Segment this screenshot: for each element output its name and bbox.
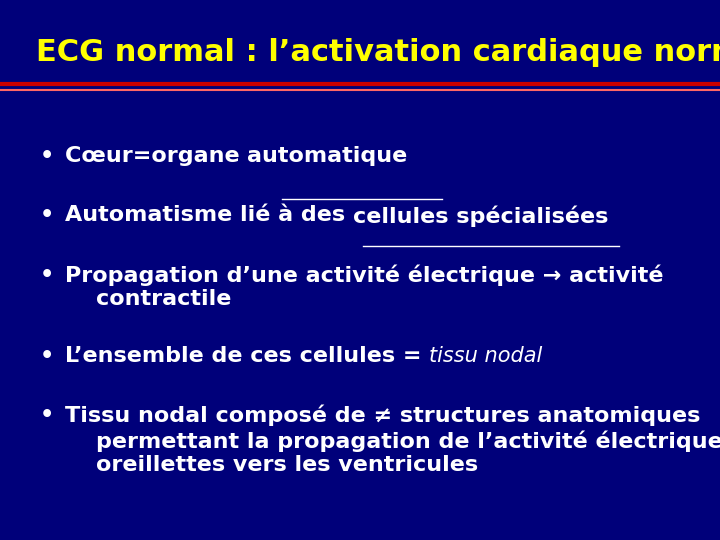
Text: Automatisme lié à des: Automatisme lié à des [65,205,353,225]
Text: Tissu nodal composé de ≠ structures anatomiques
    permettant la propagation de: Tissu nodal composé de ≠ structures anat… [65,405,720,475]
Text: •: • [40,265,54,285]
Text: •: • [40,346,54,366]
Text: Cœur=organe: Cœur=organe [65,146,247,166]
Text: •: • [40,205,54,225]
Text: •: • [40,146,54,166]
Text: Propagation d’une activité électrique → activité
    contractile: Propagation d’une activité électrique → … [65,265,663,309]
Text: tissu nodal: tissu nodal [429,346,542,366]
Text: cellules spécialisées: cellules spécialisées [353,205,608,227]
Text: L’ensemble de ces cellules =: L’ensemble de ces cellules = [65,346,429,366]
Text: ECG normal : l’activation cardiaque normale: ECG normal : l’activation cardiaque norm… [36,38,720,67]
Text: automatique: automatique [247,146,408,166]
Text: •: • [40,405,54,425]
